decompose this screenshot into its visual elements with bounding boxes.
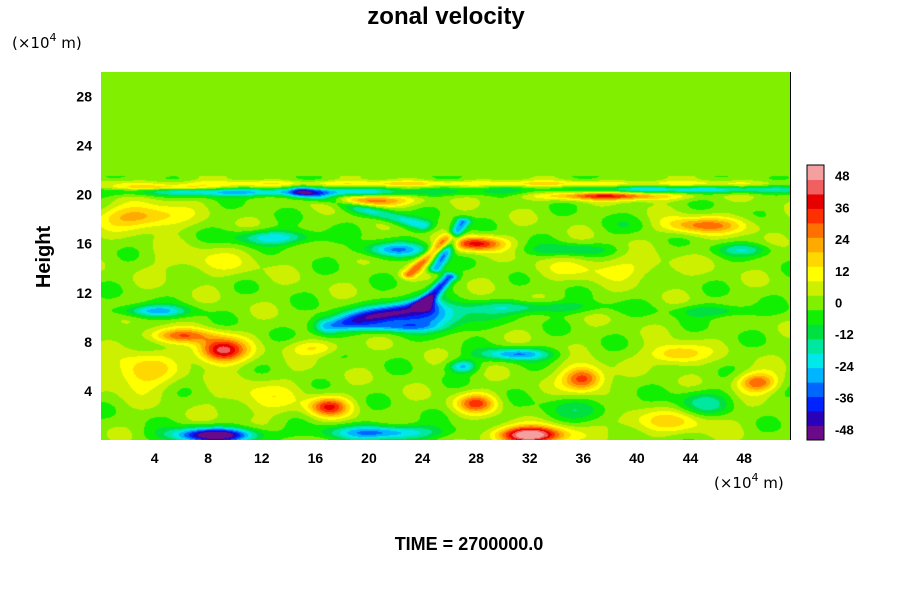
colorbar-swatch [807,237,824,253]
colorbar-swatch [807,309,824,325]
x-tick-labels: 4 8 12 16 20 24 28 32 36 40 44 48 [151,450,752,466]
x-tick-label: 20 [361,450,377,466]
colorbar-frame [806,164,825,441]
colorbar-swatch [807,208,824,224]
y-tick-label: 4 [84,383,92,399]
x-tick-label: 36 [576,450,592,466]
x-tick-label: 40 [629,450,645,466]
colorbar-tick-label: -48 [835,422,854,437]
x-tick-label: 16 [308,450,324,466]
colorbar-swatch [807,295,824,311]
x-tick-label: 24 [415,450,431,466]
colorbar-swatch [807,193,824,209]
colorbar-swatch [807,266,824,282]
x-tick-label: 48 [736,450,752,466]
y-unit-label: (×104 m) [12,31,82,52]
y-tick-label: 8 [84,334,92,350]
colorbar-swatch [807,324,824,340]
x-tick-label: 28 [468,450,484,466]
x-tick-label: 44 [683,450,699,466]
colorbar-swatch [807,165,824,180]
colorbar-tick-label: 12 [835,264,849,279]
colorbar-swatch [807,367,824,383]
x-tick-label: 4 [151,450,159,466]
colorbar-tick-label: 24 [835,232,850,247]
y-tick-label: 20 [76,187,92,203]
colorbar-swatch [807,280,824,296]
colorbar-tick-labels: 48 36 24 12 0 -12 -24 -36 -48 [835,169,855,438]
colorbar-tick-label: -36 [835,391,854,406]
y-tick-label: 28 [76,89,92,105]
chart-title: zonal velocity [367,3,525,30]
colorbar-swatch [807,338,824,354]
x-tick-label: 12 [254,450,270,466]
colorbar-swatch [807,382,824,398]
y-tick-label: 24 [76,138,92,154]
colorbar-swatch [807,353,824,369]
y-tick-labels: 4 8 12 16 20 24 28 [76,89,92,399]
colorbar-swatch [807,251,824,267]
colorbar-tick-label: -12 [835,327,854,342]
y-tick-label: 12 [76,285,92,301]
colorbar-swatch [807,411,824,427]
heatmap-plot-area [101,72,791,440]
x-tick-label: 8 [204,450,212,466]
colorbar-tick-label: 48 [835,169,849,184]
colorbar-swatch [807,425,824,441]
time-label: TIME = 2700000.0 [395,534,544,554]
y-tick-label: 16 [76,236,92,252]
colorbar-swatch [807,179,824,195]
colorbar-tick-label: -24 [835,359,855,374]
x-unit-label: (×104 m) [714,471,784,492]
y-axis-label: Height [33,226,55,289]
colorbar-swatch [807,396,824,412]
colorbar [806,164,825,441]
colorbar-tick-label: 36 [835,200,849,215]
colorbar-swatch [807,222,824,238]
colorbar-tick-label: 0 [835,296,842,311]
x-tick-label: 32 [522,450,538,466]
